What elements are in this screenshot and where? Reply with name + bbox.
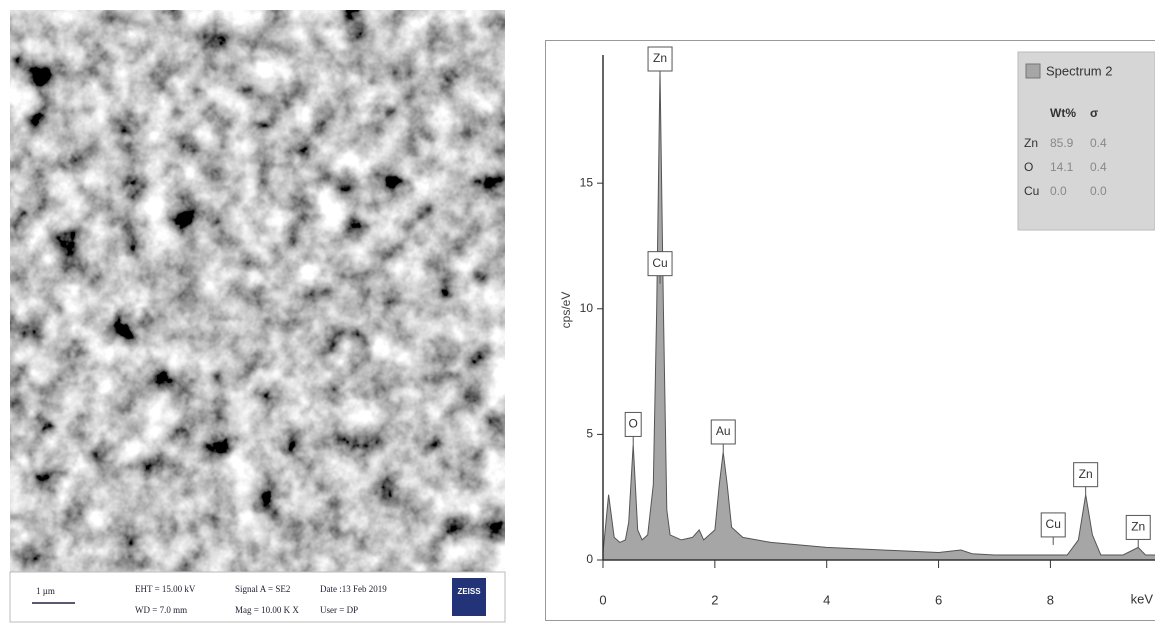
table-cell: Cu xyxy=(1024,184,1039,198)
legend-label: Spectrum 2 xyxy=(1046,63,1112,78)
brand: ZEISS xyxy=(457,587,481,596)
sem-image xyxy=(10,10,505,572)
table-header: Wt% xyxy=(1050,106,1076,120)
table-cell: 14.1 xyxy=(1050,160,1074,174)
page: {"micrograph": {"scale_bar": "1 µm", "eh… xyxy=(0,0,1155,625)
annotation-label: Zn xyxy=(1079,467,1093,481)
annotation-label: Au xyxy=(716,424,731,438)
annotation-label: Cu xyxy=(652,256,667,270)
y-axis-label: cps/eV xyxy=(559,292,573,329)
y-tick-label: 15 xyxy=(580,175,594,189)
wd: WD = 7.0 mm xyxy=(135,605,187,615)
annotation-label: Zn xyxy=(653,51,667,65)
table-cell: 0.0 xyxy=(1090,184,1107,198)
y-tick-label: 10 xyxy=(580,301,594,315)
user: User = DP xyxy=(320,605,358,615)
x-tick-label: 6 xyxy=(935,592,942,607)
x-tick-label: 8 xyxy=(1047,592,1054,607)
logo xyxy=(452,578,486,616)
mag: Mag = 10.00 K X xyxy=(235,605,299,615)
y-tick-label: 5 xyxy=(586,427,593,441)
scale-label: 1 µm xyxy=(36,586,55,596)
x-tick-label: 4 xyxy=(823,592,830,607)
figure: 1 µm EHT = 15.00 kV WD = 7.0 mm Signal A… xyxy=(0,0,1155,625)
eht: EHT = 15.00 kV xyxy=(135,584,196,594)
table-cell: 0.4 xyxy=(1090,160,1107,174)
table-cell: 0.4 xyxy=(1090,136,1107,150)
x-tick-label: 2 xyxy=(711,592,718,607)
table-cell: Zn xyxy=(1024,136,1038,150)
annotation-label: Cu xyxy=(1046,517,1061,531)
legend-box xyxy=(1018,52,1155,230)
annotation-label: O xyxy=(629,417,638,431)
legend-swatch xyxy=(1026,64,1040,78)
annotation-label: Zn xyxy=(1131,520,1145,534)
table-cell: 85.9 xyxy=(1050,136,1074,150)
y-tick-label: 0 xyxy=(586,552,593,566)
signal: Signal A = SE2 xyxy=(235,584,290,594)
table-cell: 0.0 xyxy=(1050,184,1067,198)
micrograph: 1 µm EHT = 15.00 kV WD = 7.0 mm Signal A… xyxy=(10,10,505,622)
table-cell: O xyxy=(1024,160,1033,174)
date: Date :13 Feb 2019 xyxy=(320,584,387,594)
x-axis-label: keV xyxy=(1131,591,1154,606)
table-header: σ xyxy=(1090,106,1098,120)
x-tick-label: 0 xyxy=(599,592,606,607)
